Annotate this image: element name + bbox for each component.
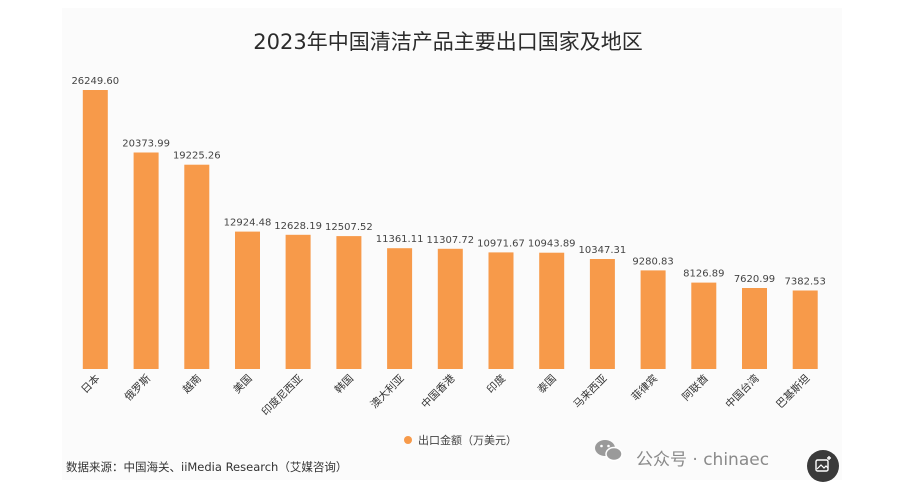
bar-8 [437, 248, 463, 369]
value-label-5: 12628.19 [274, 221, 322, 232]
value-label-1: 26249.60 [71, 76, 119, 87]
value-label-2: 20373.99 [122, 139, 170, 150]
value-label-7: 11361.11 [376, 234, 424, 245]
bar-11 [589, 259, 615, 369]
image-edit-icon [815, 456, 831, 472]
bar-15 [792, 290, 818, 369]
legend: 出口金额（万美元） [404, 433, 517, 447]
value-label-12: 9280.83 [632, 256, 673, 267]
bar-7 [387, 248, 413, 369]
value-label-9: 10971.67 [477, 238, 525, 249]
bar-12 [640, 270, 666, 369]
value-label-11: 10347.31 [579, 245, 627, 256]
bar-4 [235, 231, 260, 369]
value-label-14: 7620.99 [734, 274, 775, 285]
bar-13 [691, 282, 717, 369]
source-note: 数据来源：中国海关、iiMedia Research（艾媒咨询） [66, 460, 347, 474]
bar-group [82, 90, 818, 369]
bar-3 [184, 164, 210, 369]
bar-10 [539, 252, 565, 369]
value-label-13: 8126.89 [683, 269, 724, 280]
value-label-6: 12507.52 [325, 222, 373, 233]
legend-marker [404, 436, 412, 444]
bar-9 [488, 252, 514, 369]
value-label-3: 19225.26 [173, 151, 221, 162]
chart-title: 2023年中国清洁产品主要出口国家及地区 [253, 30, 642, 54]
value-label-4: 12924.48 [224, 218, 272, 229]
image-edit-button[interactable] [807, 450, 839, 482]
watermark-text: 公众号 · chinaec [636, 450, 769, 470]
bar-14 [742, 288, 767, 369]
value-label-8: 11307.72 [426, 235, 474, 246]
bar-5 [285, 234, 311, 369]
bar-2 [133, 152, 159, 369]
wechat-icon [595, 440, 623, 462]
value-label-15: 7382.53 [785, 277, 826, 288]
watermark: 公众号 · chinaec [595, 440, 769, 470]
value-label-10: 10943.89 [528, 239, 576, 250]
bar-1 [82, 90, 108, 369]
bar-6 [336, 236, 362, 369]
legend-label: 出口金额（万美元） [418, 433, 517, 447]
